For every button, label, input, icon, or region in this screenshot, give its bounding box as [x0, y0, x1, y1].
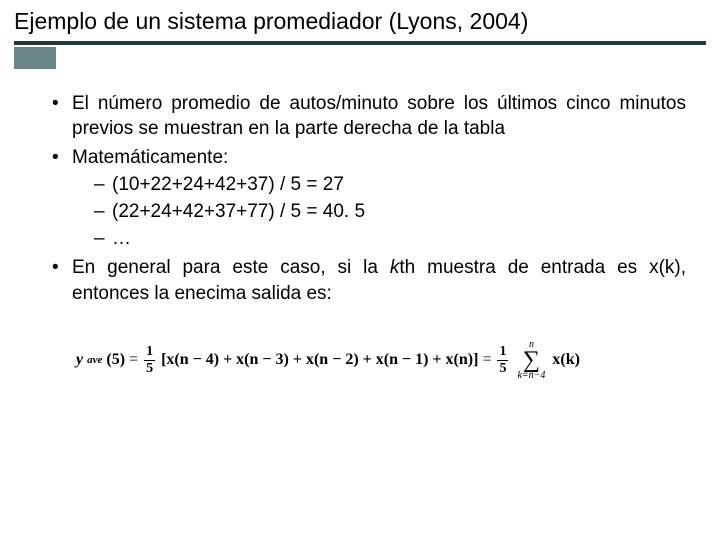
bullet-2-text: Matemáticamente: — [72, 147, 228, 168]
summation: n ∑ k=n−4 — [517, 340, 545, 382]
bullet-3-k: k — [390, 257, 400, 278]
formula-y-sub: ave — [87, 354, 102, 366]
sum-lower: k=n−4 — [517, 371, 545, 381]
slide-body: El número promedio de autos/minuto sobre… — [0, 45, 720, 381]
formula-y: y — [76, 351, 83, 369]
sum-body: x(k) — [552, 351, 580, 369]
equals-2: = — [482, 351, 491, 369]
frac-1-num: 1 — [144, 345, 155, 360]
sigma-icon: ∑ — [523, 350, 540, 372]
frac-2: 1 5 — [497, 345, 508, 376]
frac-2-num: 1 — [497, 345, 508, 360]
slide-title: Ejemplo de un sistema promediador (Lyons… — [14, 8, 706, 35]
bullet-3: En general para este caso, si la kth mue… — [52, 255, 686, 305]
sub-bullet-2: (22+24+42+37+77) / 5 = 40. 5 — [94, 199, 686, 224]
formula-terms: [x(n − 4) + x(n − 3) + x(n − 2) + x(n − … — [161, 351, 478, 369]
frac-1: 1 5 — [144, 345, 155, 376]
formula: yave (5) = 1 5 [x(n − 4) + x(n − 3) + x(n… — [52, 340, 686, 382]
frac-2-den: 5 — [497, 360, 508, 376]
bullet-2: Matemáticamente: (10+22+24+42+37) / 5 = … — [52, 145, 686, 251]
formula-y-arg: (5) — [106, 351, 125, 369]
sub-bullet-1: (10+22+24+42+37) / 5 = 27 — [94, 172, 686, 197]
sub-bullet-3: … — [94, 226, 686, 251]
bullet-1: El número promedio de autos/minuto sobre… — [52, 91, 686, 141]
bullet-3-pre: En general para este caso, si la — [72, 257, 390, 278]
accent-block — [14, 47, 56, 69]
frac-1-den: 5 — [144, 360, 155, 376]
equals-1: = — [129, 351, 138, 369]
